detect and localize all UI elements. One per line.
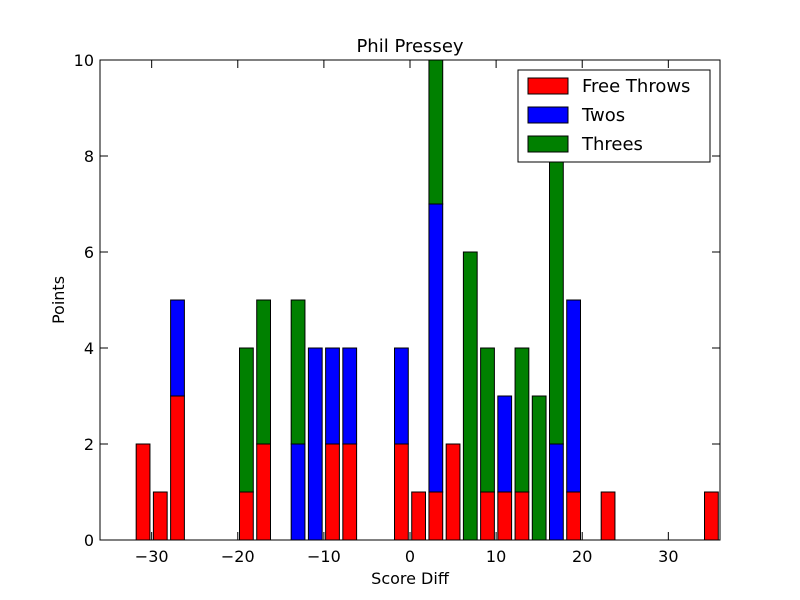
bar-free-throws-5 bbox=[445, 443, 461, 541]
legend-swatch-threes bbox=[527, 135, 569, 153]
y-tick-label: 2 bbox=[84, 435, 94, 454]
legend-label-free-throws: Free Throws bbox=[582, 76, 690, 97]
bar-threes-7 bbox=[462, 251, 478, 541]
bar-free-throws--17 bbox=[256, 443, 272, 541]
legend-swatch-free-throws bbox=[527, 77, 569, 95]
x-tick-label: −30 bbox=[135, 547, 169, 566]
ticks-group: −30 −20 −10 0 10 20 30 0 2 4 6 8 10 bbox=[74, 51, 720, 566]
x-tick-label: 0 bbox=[405, 547, 415, 566]
bar-twos--9 bbox=[325, 347, 340, 445]
bar-free-throws--31 bbox=[135, 443, 151, 541]
bar-threes-17 bbox=[549, 155, 564, 445]
bar-free-throws--19 bbox=[239, 491, 254, 541]
bar-free-throws-9 bbox=[480, 491, 495, 541]
plot-frame bbox=[99, 59, 721, 541]
bar-threes--17 bbox=[256, 299, 272, 445]
bar-free-throws-13 bbox=[514, 491, 530, 541]
bar-free-throws--7 bbox=[342, 443, 358, 541]
bar-threes-9 bbox=[480, 347, 495, 493]
legend-swatch-twos bbox=[527, 106, 569, 124]
y-tick-label: 0 bbox=[84, 531, 94, 550]
bar-twos-11 bbox=[497, 395, 513, 493]
bar-threes--19 bbox=[239, 347, 254, 493]
y-tick-label: 4 bbox=[84, 339, 94, 358]
bar-free-throws--1 bbox=[394, 443, 409, 541]
bar-twos--11 bbox=[307, 347, 323, 541]
bar-free-throws-11 bbox=[497, 491, 513, 541]
bar-threes-13 bbox=[514, 347, 530, 493]
bar-free-throws-35 bbox=[704, 491, 719, 541]
bar-twos--7 bbox=[342, 347, 358, 445]
chart-title: Phil Pressey bbox=[356, 36, 463, 57]
y-tick-label: 8 bbox=[84, 147, 94, 166]
bar-threes-15 bbox=[531, 395, 547, 541]
x-tick-label: 10 bbox=[486, 547, 506, 566]
x-axis-label: Score Diff bbox=[371, 569, 450, 588]
bar-free-throws--27 bbox=[170, 395, 185, 541]
x-tick-label: −10 bbox=[307, 547, 341, 566]
x-tick-label: 30 bbox=[658, 547, 678, 566]
bars-group bbox=[135, 59, 719, 541]
legend: Free Throws Twos Threes bbox=[517, 69, 711, 163]
bar-threes--13 bbox=[290, 299, 306, 445]
bar-twos-17 bbox=[549, 443, 564, 541]
x-tick-label: 20 bbox=[572, 547, 592, 566]
y-tick-label: 6 bbox=[84, 243, 94, 262]
bar-free-throws-19 bbox=[566, 491, 581, 541]
bar-twos-19 bbox=[566, 299, 581, 493]
bar-free-throws--29 bbox=[152, 491, 168, 541]
bar-twos--27 bbox=[170, 299, 185, 397]
legend-label-twos: Twos bbox=[581, 105, 625, 126]
bar-twos-3 bbox=[428, 203, 444, 493]
x-tick-label: −20 bbox=[221, 547, 255, 566]
bar-threes-3 bbox=[428, 59, 444, 205]
y-axis-label: Points bbox=[49, 276, 68, 324]
bar-twos--1 bbox=[394, 347, 409, 445]
bar-free-throws-1 bbox=[411, 491, 427, 541]
y-tick-label: 10 bbox=[74, 51, 94, 70]
bar-twos--13 bbox=[290, 443, 306, 541]
legend-label-threes: Threes bbox=[581, 134, 643, 155]
bar-free-throws-23 bbox=[600, 491, 616, 541]
bar-free-throws--9 bbox=[325, 443, 340, 541]
bar-free-throws-3 bbox=[428, 491, 444, 541]
